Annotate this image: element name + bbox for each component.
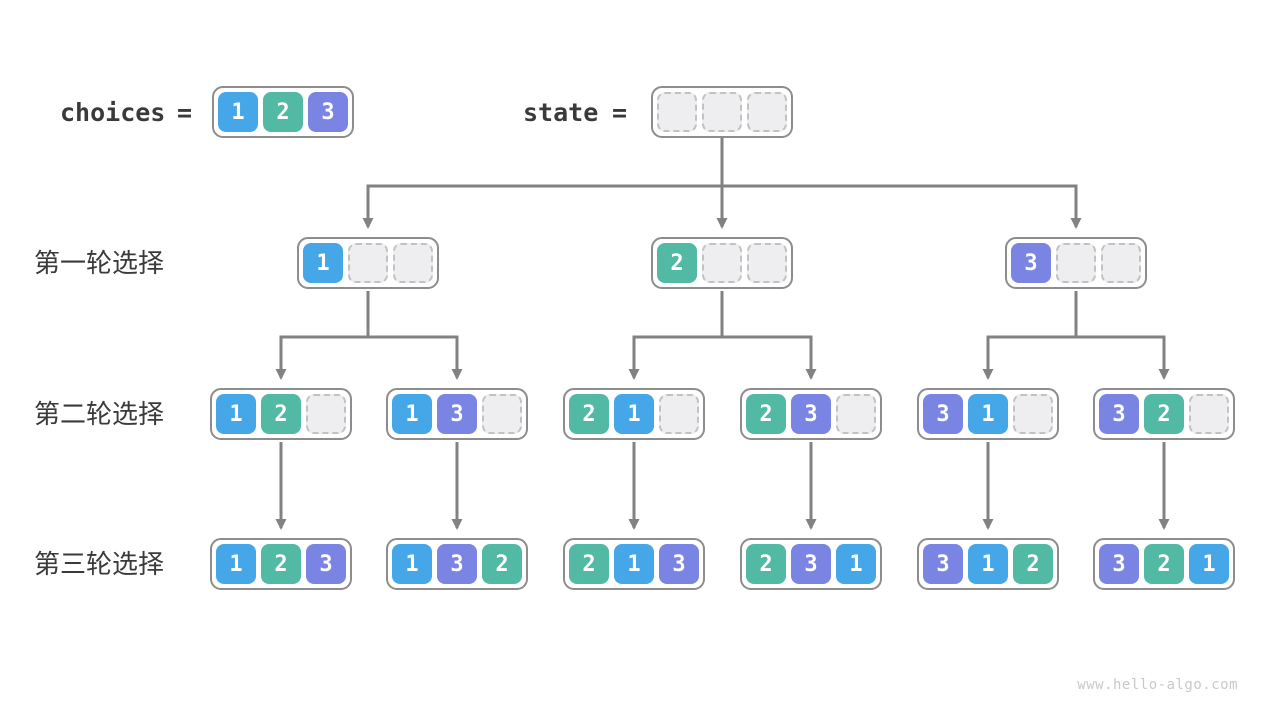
- choices-label: choices: [60, 98, 166, 127]
- empty-cell: [348, 243, 388, 283]
- array-cell: 2: [261, 544, 301, 584]
- array-cell: 3: [659, 544, 699, 584]
- array-cell: 3: [791, 394, 831, 434]
- array-cell: 1: [968, 394, 1008, 434]
- round-1-label: 第一轮选择: [34, 248, 165, 278]
- array-cell: 1: [614, 544, 654, 584]
- round-2-label: 第二轮选择: [34, 399, 165, 429]
- empty-cell: [747, 92, 787, 132]
- empty-cell: [393, 243, 433, 283]
- array-cell: 3: [306, 544, 346, 584]
- array-cell: 3: [1099, 394, 1139, 434]
- array-cell: 1: [216, 544, 256, 584]
- array-cell: 2: [482, 544, 522, 584]
- array-cell: 2: [1144, 394, 1184, 434]
- choices-equals-sign: =: [177, 98, 193, 127]
- array-cell: 3: [437, 544, 477, 584]
- empty-cell: [659, 394, 699, 434]
- array-cell: 2: [1013, 544, 1053, 584]
- array-cell: 2: [569, 544, 609, 584]
- empty-cell: [657, 92, 697, 132]
- array-cell: 1: [968, 544, 1008, 584]
- array-cell: 3: [923, 544, 963, 584]
- array-cell: 1: [392, 544, 432, 584]
- array-cell: 1: [1189, 544, 1229, 584]
- empty-cell: [1056, 243, 1096, 283]
- empty-cell: [306, 394, 346, 434]
- array-cell: 1: [303, 243, 343, 283]
- empty-cell: [482, 394, 522, 434]
- array-cell: 3: [437, 394, 477, 434]
- state-array: [651, 86, 793, 138]
- array-cell: 1: [216, 394, 256, 434]
- watermark: www.hello-algo.com: [1077, 677, 1238, 693]
- empty-cell: [1013, 394, 1053, 434]
- empty-cell: [702, 243, 742, 283]
- permutation-box: 3: [1005, 237, 1147, 289]
- round-3-label: 第三轮选择: [34, 549, 165, 579]
- array-cell: 1: [836, 544, 876, 584]
- array-cell: 3: [791, 544, 831, 584]
- empty-cell: [747, 243, 787, 283]
- array-cell: 2: [746, 394, 786, 434]
- array-cell: 2: [263, 92, 303, 132]
- permutation-box: 2: [651, 237, 793, 289]
- array-cell: 3: [308, 92, 348, 132]
- array-cell: 2: [569, 394, 609, 434]
- empty-cell: [1189, 394, 1229, 434]
- permutation-box: 1: [297, 237, 439, 289]
- empty-cell: [836, 394, 876, 434]
- empty-cell: [1101, 243, 1141, 283]
- array-cell: 2: [261, 394, 301, 434]
- array-cell: 1: [392, 394, 432, 434]
- array-cell: 2: [746, 544, 786, 584]
- array-cell: 3: [1099, 544, 1139, 584]
- array-cell: 2: [657, 243, 697, 283]
- array-cell: 2: [1144, 544, 1184, 584]
- empty-cell: [702, 92, 742, 132]
- array-cell: 3: [923, 394, 963, 434]
- array-cell: 1: [218, 92, 258, 132]
- state-label: state: [523, 98, 599, 127]
- state-equals-sign: =: [612, 98, 628, 127]
- array-cell: 3: [1011, 243, 1051, 283]
- array-cell: 1: [614, 394, 654, 434]
